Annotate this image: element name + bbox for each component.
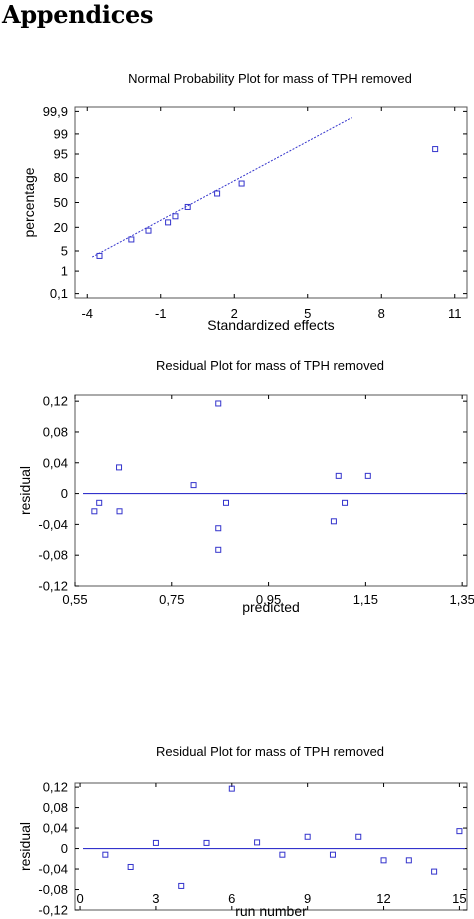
y-tick-label: -0,08 <box>38 548 68 563</box>
data-point <box>165 219 172 226</box>
y-tick-label: 0,12 <box>43 780 68 795</box>
chart-title: Residual Plot for mass of TPH removed <box>156 744 384 759</box>
y-axis-label: residual <box>17 466 33 515</box>
data-point <box>304 833 311 840</box>
x-tick-label: 0 <box>76 891 83 906</box>
x-tick-label: 0,55 <box>62 592 87 607</box>
data-point <box>178 882 185 889</box>
x-tick-label: 0,75 <box>159 592 184 607</box>
data-point <box>432 146 439 153</box>
y-tick-label: 99 <box>54 126 68 141</box>
fit-reference-line <box>91 117 353 258</box>
data-point <box>96 499 103 506</box>
data-point <box>184 203 191 210</box>
data-point <box>128 236 135 243</box>
y-tick-label: 95 <box>54 147 68 162</box>
data-point <box>102 851 109 858</box>
data-point <box>215 546 222 553</box>
data-point <box>329 851 336 858</box>
data-point <box>127 863 134 870</box>
data-point <box>330 518 337 525</box>
chart-2: Residual Plot for mass of TPH removed 0,1… <box>17 358 474 615</box>
data-point <box>190 482 197 489</box>
x-tick-label: -1 <box>155 306 167 321</box>
x-tick-label: 9 <box>304 891 311 906</box>
data-point <box>431 868 438 875</box>
data-point <box>116 464 123 471</box>
y-tick-label: 0,1 <box>50 286 68 301</box>
y-tick-label: -0,12 <box>38 579 68 594</box>
y-tick-label: 1 <box>61 264 68 279</box>
x-tick-label: 5 <box>304 306 311 321</box>
x-tick-label: 0,95 <box>256 592 281 607</box>
x-axis-label: Standardized effects <box>207 317 334 333</box>
data-point <box>152 839 159 846</box>
data-point <box>214 190 221 197</box>
y-tick-label: 0,08 <box>43 424 68 439</box>
x-tick-label: -4 <box>81 306 93 321</box>
data-point <box>364 472 371 479</box>
y-axis-label: percentage <box>21 167 37 237</box>
y-tick-label: 0 <box>61 841 68 856</box>
data-point <box>380 857 387 864</box>
y-tick-label: 0,08 <box>43 800 68 815</box>
chart-1: Normal Probability Plot for mass of TPH … <box>21 71 468 333</box>
data-point <box>116 508 123 515</box>
x-tick-label: 1,35 <box>450 592 474 607</box>
y-tick-label: 80 <box>54 170 68 185</box>
x-tick-label: 8 <box>378 306 385 321</box>
x-axis-label: run number <box>235 903 307 919</box>
data-point <box>215 400 222 407</box>
data-point <box>456 828 463 835</box>
data-point <box>222 499 229 506</box>
x-tick-label: 12 <box>376 891 390 906</box>
y-tick-label: 20 <box>54 220 68 235</box>
data-point <box>279 851 286 858</box>
y-tick-label: 99,9 <box>43 104 68 119</box>
data-point <box>342 499 349 506</box>
y-tick-label: 0,04 <box>43 821 68 836</box>
x-tick-label: 3 <box>152 891 159 906</box>
x-tick-label: 15 <box>452 891 466 906</box>
page-heading: Appendices <box>2 0 154 29</box>
data-point <box>203 839 210 846</box>
y-tick-label: 50 <box>54 195 68 210</box>
y-tick-label: -0,12 <box>38 903 68 918</box>
data-point <box>215 525 222 532</box>
x-axis-label: predicted <box>242 599 300 615</box>
data-point <box>238 180 245 187</box>
plot-frame <box>74 106 468 299</box>
data-point <box>228 785 235 792</box>
data-point <box>96 252 103 259</box>
y-tick-label: 0 <box>61 486 68 501</box>
y-tick-label: 0,12 <box>43 394 68 409</box>
y-tick-label: -0,08 <box>38 882 68 897</box>
chart-3: Residual Plot for mass of TPH removed 0,1… <box>17 744 468 919</box>
y-tick-label: -0,04 <box>38 517 68 532</box>
x-tick-label: 1,15 <box>353 592 378 607</box>
chart-title: Residual Plot for mass of TPH removed <box>156 358 384 373</box>
y-tick-label: 0,04 <box>43 455 68 470</box>
x-tick-label: 11 <box>448 306 462 321</box>
y-tick-label: 5 <box>61 243 68 258</box>
data-point <box>145 227 152 234</box>
x-tick-label: 2 <box>231 306 238 321</box>
data-point <box>335 472 342 479</box>
data-point <box>355 833 362 840</box>
data-point <box>405 857 412 864</box>
plot-frame <box>74 782 468 911</box>
x-tick-label: 6 <box>228 891 235 906</box>
data-point <box>172 213 179 220</box>
plot-frame <box>74 394 468 587</box>
y-tick-label: -0,04 <box>38 862 68 877</box>
data-point <box>254 839 261 846</box>
data-point <box>91 508 98 515</box>
chart-title: Normal Probability Plot for mass of TPH … <box>128 71 412 86</box>
y-axis-label: residual <box>17 822 33 871</box>
